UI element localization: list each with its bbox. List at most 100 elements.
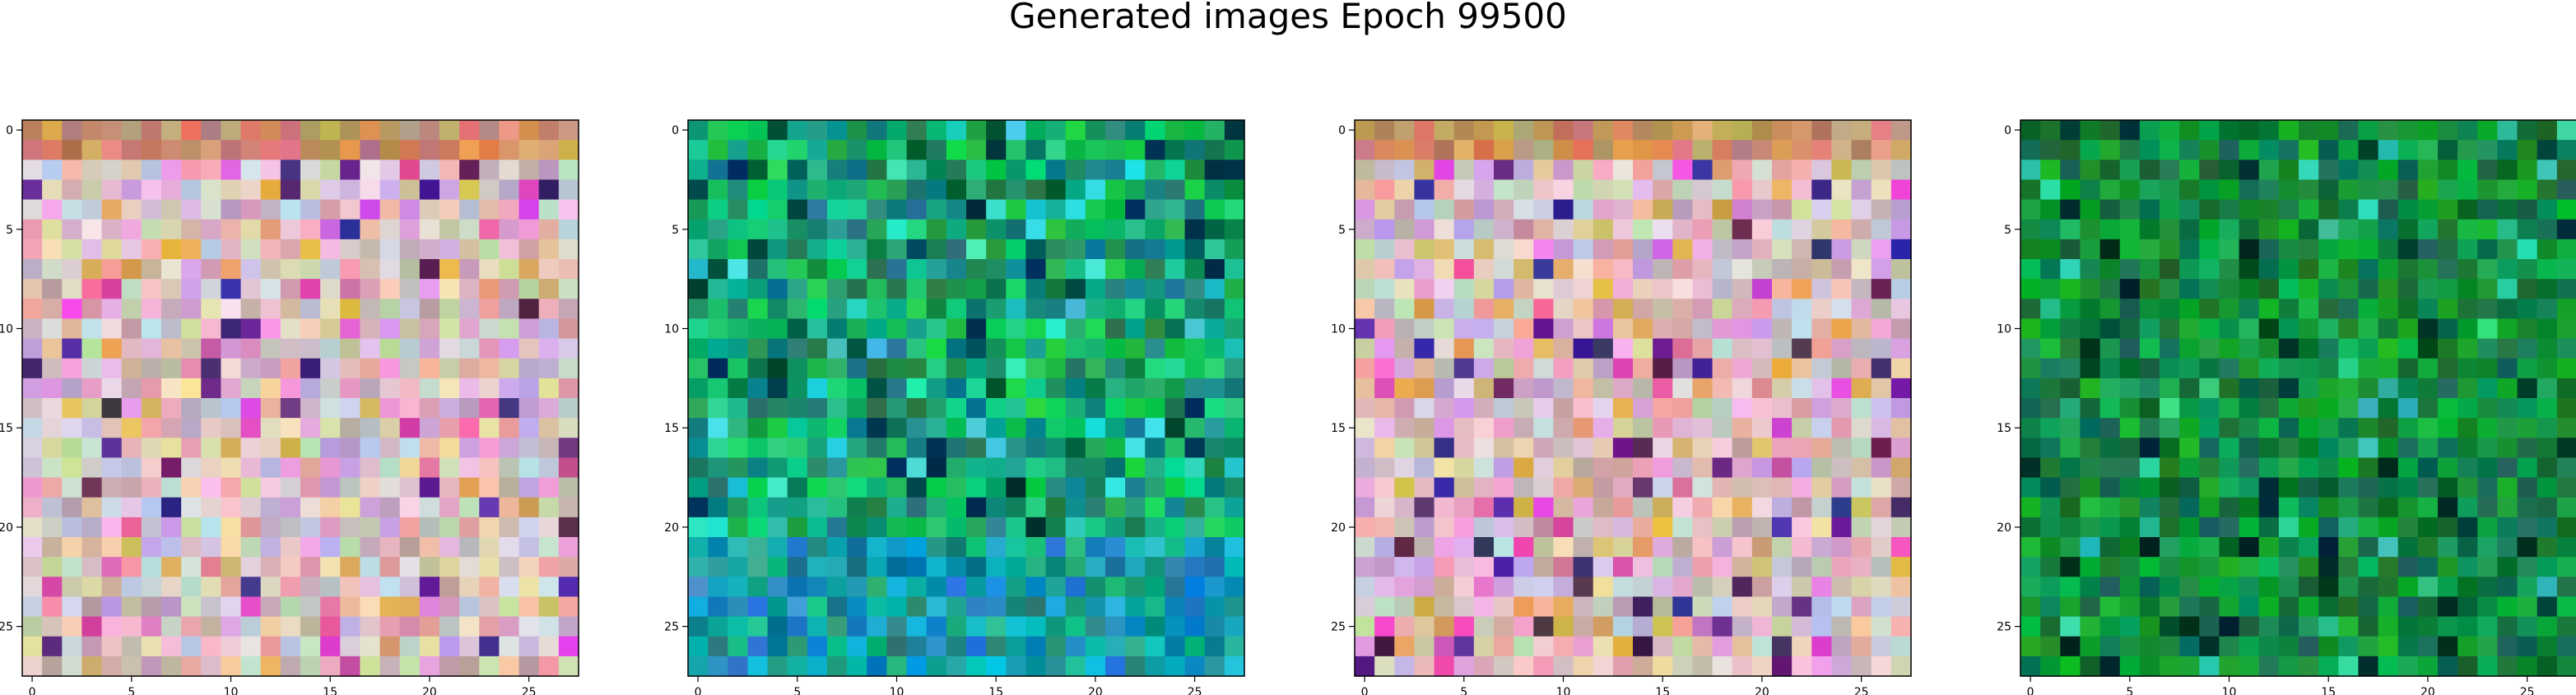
heatmap-cell — [1355, 318, 1375, 339]
heatmap-cell — [2199, 656, 2220, 677]
heatmap-cell — [2060, 299, 2081, 319]
heatmap-cell — [886, 498, 907, 518]
heatmap-cell — [1672, 517, 1693, 538]
heatmap-cell — [42, 596, 63, 617]
heatmap-cell — [1514, 239, 1534, 260]
heatmap-cell — [847, 359, 867, 379]
heatmap-cell — [201, 478, 221, 498]
heatmap-cell — [708, 279, 728, 299]
heatmap-cell — [1006, 637, 1026, 657]
heatmap-cell — [1434, 220, 1455, 240]
x-tick-label: 20 — [2420, 686, 2435, 695]
heatmap-cell — [2338, 160, 2359, 180]
heatmap-cell — [81, 478, 102, 498]
heatmap-cell — [867, 596, 887, 617]
heatmap-cell — [559, 200, 579, 220]
heatmap-cell — [1066, 656, 1086, 677]
heatmap-cell — [2557, 239, 2576, 260]
heatmap-cell — [559, 557, 579, 577]
heatmap-cell — [1672, 140, 1693, 160]
heatmap-cell — [1891, 517, 1912, 538]
heatmap-cell — [1574, 617, 1594, 637]
heatmap-cell — [1811, 200, 1832, 220]
heatmap-cell — [340, 457, 360, 478]
heatmap-cell — [2219, 617, 2239, 637]
heatmap-cell — [807, 478, 828, 498]
heatmap-cell — [539, 339, 560, 359]
heatmap-cell — [1185, 279, 1206, 299]
heatmap-cell — [2160, 478, 2180, 498]
heatmap-cell — [2020, 557, 2041, 577]
heatmap-cell — [2259, 120, 2280, 141]
heatmap-cell — [320, 179, 341, 200]
heatmap-cell — [1225, 577, 1245, 597]
heatmap-cell — [1165, 359, 1185, 379]
heatmap-cell — [2080, 318, 2100, 339]
heatmap-cell — [102, 398, 123, 419]
heatmap-cell — [1125, 537, 1146, 558]
heatmap-cell — [2318, 378, 2339, 399]
heatmap-cell — [400, 318, 421, 339]
heatmap-cell — [2418, 279, 2439, 299]
heatmap-cell — [1792, 140, 1812, 160]
heatmap-cell — [1394, 557, 1415, 577]
heatmap-cell — [1593, 418, 1614, 438]
heatmap-cell — [181, 120, 202, 141]
heatmap-cell — [728, 557, 748, 577]
heatmap-cell — [142, 457, 162, 478]
heatmap-cell — [2239, 318, 2260, 339]
heatmap-cell — [1811, 498, 1832, 518]
heatmap-cell — [2299, 179, 2319, 200]
heatmap-cell — [867, 438, 887, 458]
heatmap-cell — [1125, 498, 1146, 518]
heatmap-cell — [1872, 259, 1892, 280]
heatmap-cell — [102, 478, 123, 498]
heatmap-cell — [1633, 120, 1653, 141]
heatmap-cell — [281, 160, 301, 180]
heatmap-cell — [1105, 596, 1126, 617]
heatmap-cell — [499, 279, 519, 299]
heatmap-cell — [728, 220, 748, 240]
heatmap-cell — [281, 120, 301, 141]
heatmap-cell — [827, 200, 848, 220]
heatmap-cell — [907, 457, 928, 478]
heatmap-cell — [946, 318, 967, 339]
heatmap-cell — [320, 438, 341, 458]
heatmap-cell — [708, 200, 728, 220]
heatmap-cell — [1225, 596, 1245, 617]
heatmap-cell — [688, 200, 709, 220]
heatmap-cell — [241, 617, 262, 637]
image-panel-2: 0 5 10 15 20 25 0 5 10 15 20 25 — [688, 120, 1244, 676]
heatmap-cell — [788, 656, 808, 677]
heatmap-cell — [221, 179, 241, 200]
heatmap-cell — [1713, 259, 1733, 280]
heatmap-cell — [2140, 200, 2160, 220]
heatmap-cell — [1852, 318, 1872, 339]
heatmap-cell — [181, 299, 202, 319]
heatmap-cell — [1125, 656, 1146, 677]
heatmap-cell — [1454, 220, 1475, 240]
heatmap-cell — [1553, 656, 1574, 677]
heatmap-cell — [2219, 557, 2239, 577]
heatmap-cell — [42, 378, 63, 399]
heatmap-cell — [2140, 160, 2160, 180]
heatmap-cell — [2518, 378, 2538, 399]
heatmap-cell — [1514, 339, 1534, 359]
heatmap-cell — [1434, 279, 1455, 299]
heatmap-cell — [2518, 259, 2538, 280]
heatmap-cell — [1553, 438, 1574, 458]
heatmap-cell — [1025, 220, 1046, 240]
heatmap-cell — [2100, 656, 2121, 677]
heatmap-cell — [201, 498, 221, 518]
heatmap-cell — [559, 259, 579, 280]
heatmap-cell — [2418, 200, 2439, 220]
heatmap-cell — [907, 220, 928, 240]
heatmap-cell — [539, 457, 560, 478]
heatmap-cell — [62, 378, 82, 399]
heatmap-cell — [2179, 179, 2200, 200]
heatmap-cell — [1613, 378, 1634, 399]
heatmap-cell — [420, 398, 440, 419]
heatmap-cell — [1633, 160, 1653, 180]
heatmap-cell — [2358, 179, 2378, 200]
heatmap-cell — [2518, 339, 2538, 359]
